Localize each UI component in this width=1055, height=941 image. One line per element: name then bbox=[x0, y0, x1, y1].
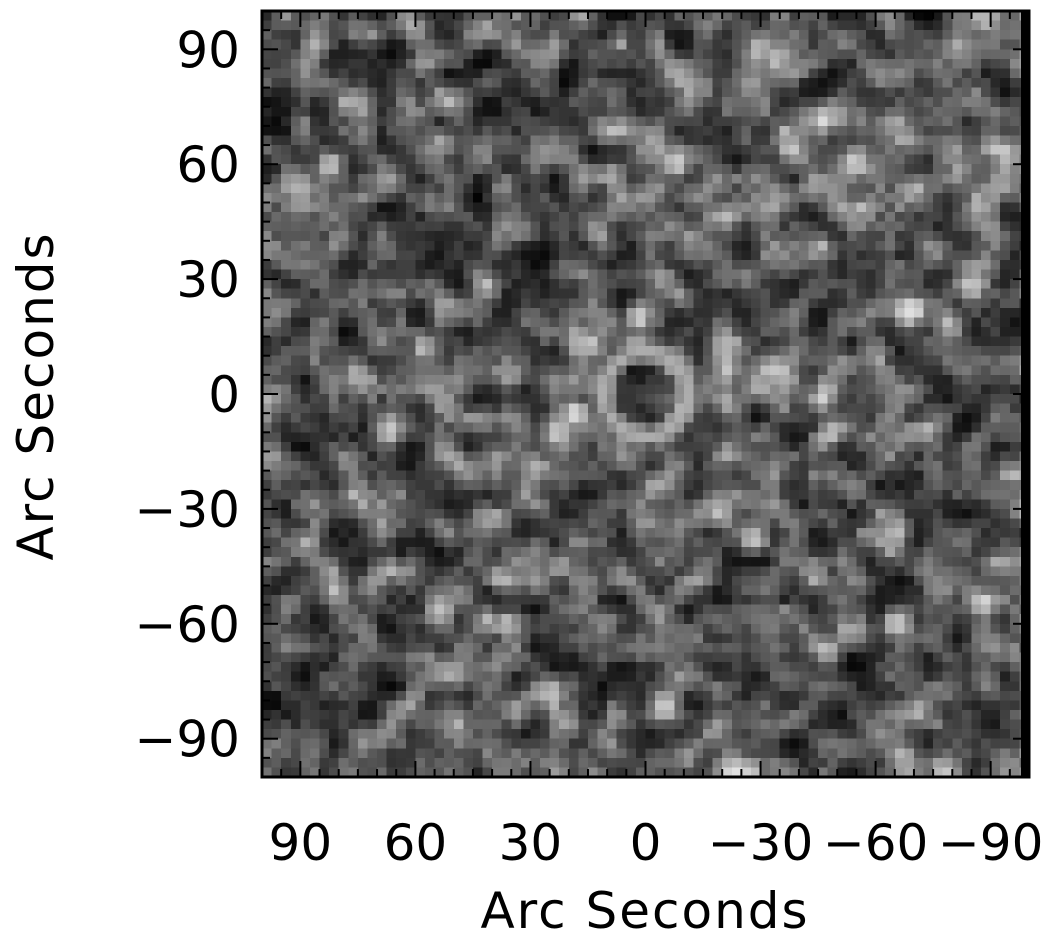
y-tick-label: 30 bbox=[176, 251, 240, 309]
heatmap-image bbox=[262, 11, 1029, 777]
x-axis-title: Arc Seconds bbox=[480, 882, 809, 940]
x-tick-label: −60 bbox=[823, 814, 929, 872]
x-tick-label: −30 bbox=[708, 814, 814, 872]
y-tick-label: −60 bbox=[134, 596, 240, 654]
x-tick-label: −90 bbox=[938, 814, 1044, 872]
y-tick-label: 0 bbox=[208, 366, 240, 424]
heatmap-raster bbox=[262, 11, 1029, 777]
plot-frame bbox=[260, 9, 1031, 779]
y-tick-label: −30 bbox=[134, 481, 240, 539]
y-tick-label: 60 bbox=[176, 136, 240, 194]
x-tick-label: 90 bbox=[269, 814, 333, 872]
x-tick-label: 30 bbox=[499, 814, 563, 872]
y-axis-title: Arc Seconds bbox=[7, 231, 65, 560]
x-tick-label: 0 bbox=[630, 814, 662, 872]
x-tick-label: 60 bbox=[384, 814, 448, 872]
y-tick-label: −90 bbox=[134, 711, 240, 769]
y-tick-label: 90 bbox=[176, 21, 240, 79]
